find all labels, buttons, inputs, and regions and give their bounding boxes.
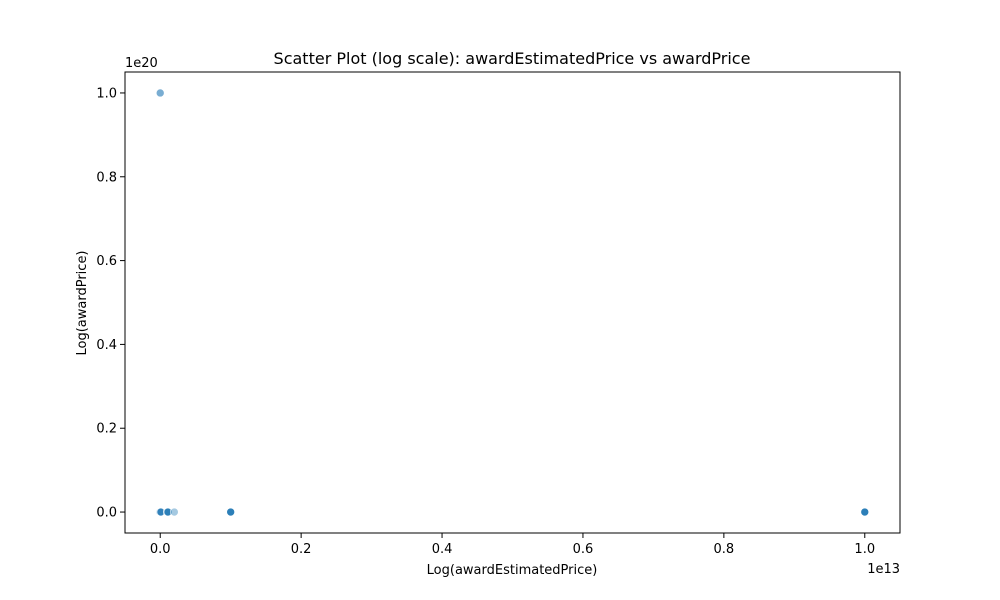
x-tick-label: 1.0: [854, 542, 875, 557]
y-tick-label: 0.0: [96, 506, 117, 521]
x-offset-text: 1e13: [867, 562, 900, 577]
y-tick-label: 0.2: [96, 422, 117, 437]
plot-frame: [124, 71, 901, 534]
y-tick-label: 0.4: [96, 338, 117, 353]
data-point: [860, 507, 870, 517]
chart-title: Scatter Plot (log scale): awardEstimated…: [274, 49, 751, 68]
data-point: [163, 507, 173, 517]
y-axis-label: Log(awardPrice): [75, 250, 90, 355]
x-tick-label: 0.2: [291, 542, 312, 557]
data-points: [155, 88, 870, 517]
y-tick-label: 1.0: [96, 86, 117, 101]
y-tick-label: 0.8: [96, 170, 117, 185]
x-tick-label: 0.4: [432, 542, 453, 557]
data-point: [170, 507, 179, 517]
x-axis-ticks: 0.0 0.2 0.4 0.6 0.8 1.0: [150, 533, 875, 557]
y-axis-ticks: 0.0 0.2 0.4 0.6 0.8 1.0: [96, 86, 125, 521]
x-axis-label: Log(awardEstimatedPrice): [427, 563, 598, 578]
y-offset-text: 1e20: [125, 56, 158, 71]
data-point: [226, 507, 235, 517]
x-tick-label: 0.0: [150, 542, 171, 557]
data-point: [155, 88, 165, 98]
x-tick-label: 0.6: [573, 542, 594, 557]
y-tick-label: 0.6: [96, 254, 117, 269]
x-tick-label: 0.8: [714, 542, 735, 557]
